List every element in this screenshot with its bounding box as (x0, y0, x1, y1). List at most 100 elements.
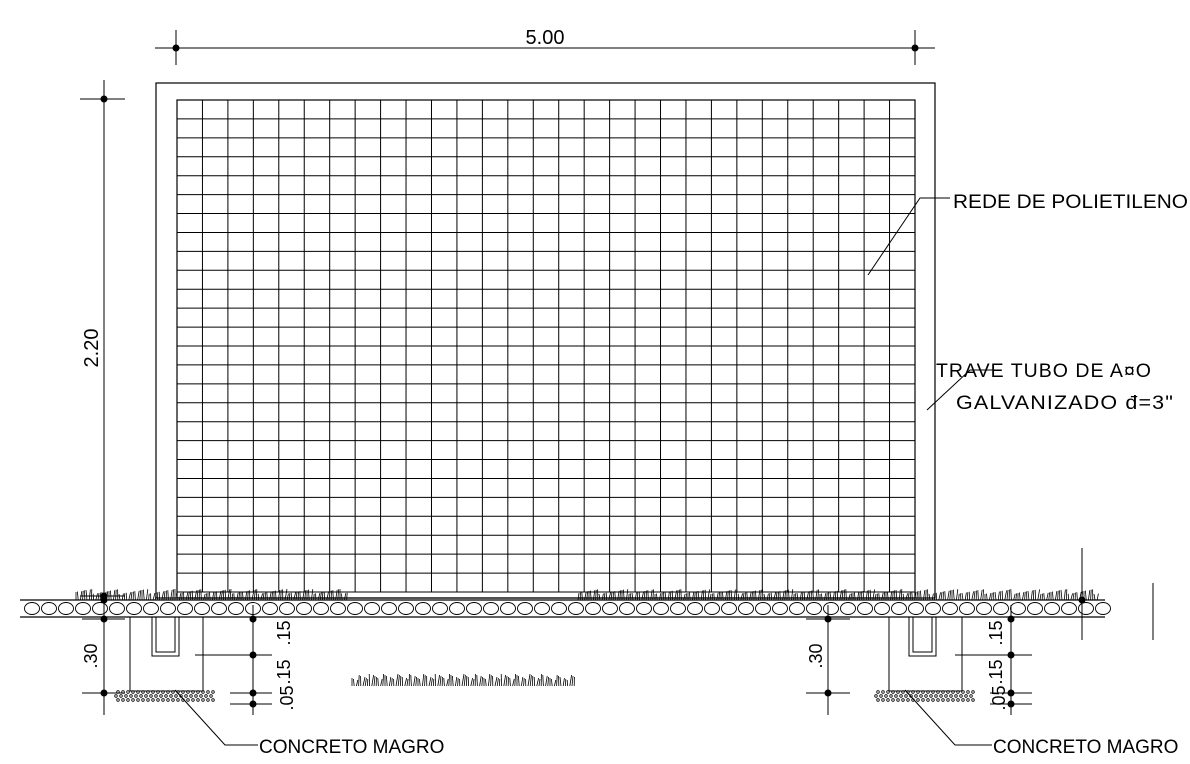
grass-blade (667, 591, 670, 601)
ground-stone (568, 602, 584, 615)
grass-blade (311, 589, 314, 601)
grass-blade (1093, 593, 1096, 601)
grass-blade (782, 590, 785, 601)
grass-blade (751, 591, 753, 601)
gravel-dot (951, 698, 955, 702)
crossbar-label-line2: GALVANIZADO đ=3" (956, 393, 1174, 414)
gravel-dot (941, 698, 945, 702)
grass-blade (991, 592, 993, 601)
ground-stone (109, 602, 125, 615)
gravel-dot (129, 694, 133, 698)
grass-blade (593, 590, 596, 601)
gravel-dot (891, 690, 895, 694)
grass-blade (146, 589, 149, 601)
gravel-dot (154, 694, 158, 698)
gravel-dot (901, 698, 905, 702)
goal-frame (155, 82, 936, 599)
grass-blade (521, 676, 524, 687)
gravel-dot (961, 690, 965, 694)
grass-blade (1090, 589, 1092, 601)
grass-blade (1057, 590, 1059, 601)
grass-blade (353, 678, 355, 687)
dimension-tick (249, 700, 257, 708)
grass-blade (167, 590, 169, 601)
grass-blade (341, 593, 343, 601)
gravel-dot (886, 698, 890, 702)
grass-blade (628, 593, 630, 601)
grass-blade (85, 589, 88, 601)
gravel-dot (936, 698, 940, 702)
grass-blade (547, 676, 549, 687)
dimension-tick (1007, 689, 1015, 697)
ground-stone (738, 602, 754, 615)
gravel-dot (934, 694, 938, 698)
grass-blade (839, 590, 842, 601)
grass-blade (386, 675, 388, 687)
grass-blade (697, 590, 700, 601)
grass-blade (763, 593, 766, 601)
grass-blade (187, 591, 190, 601)
grass-blade (503, 674, 506, 687)
gravel-dot (121, 698, 125, 702)
gravel-dot (141, 690, 145, 694)
grass-blade (779, 591, 781, 601)
ground-stone (942, 602, 958, 615)
ground-stone (585, 602, 601, 615)
crossbar-label-line1: TRAVE TUBO DE A¤O (936, 361, 1152, 382)
grass-blade (845, 589, 847, 601)
ground-stone (908, 602, 924, 615)
ground-stone (857, 602, 873, 615)
dimension-tick (100, 596, 108, 604)
grass-blade (422, 673, 425, 687)
grass-blade (1046, 592, 1049, 601)
gravel-dot (196, 690, 200, 694)
ground-stone (92, 602, 108, 615)
gravel-dot (946, 690, 950, 694)
gravel-dot (929, 694, 933, 698)
grass-blade (443, 677, 445, 687)
ground-stone (500, 602, 516, 615)
grass-blade (740, 593, 743, 601)
grass-blade (617, 590, 620, 601)
ground-stone (211, 602, 227, 615)
gravel-dot (194, 694, 198, 698)
grass-blade (496, 677, 499, 687)
grass-blade (200, 589, 202, 601)
grass-blade (205, 593, 207, 601)
dimension-tick (100, 689, 108, 697)
grass-blade (883, 592, 885, 601)
grass-blade (344, 593, 347, 601)
gravel-dot (191, 698, 195, 702)
gravel-dot (971, 690, 975, 694)
gravel-dot (956, 690, 960, 694)
grass-blade (614, 591, 616, 601)
grass-blade (389, 676, 392, 687)
grass-blade (707, 589, 710, 601)
grass-blade (659, 593, 662, 601)
grass-blade (949, 590, 951, 601)
concrete-label-left: CONCRETO MAGRO (259, 737, 444, 758)
grass-blade (931, 593, 934, 601)
gravel-dot (966, 698, 970, 702)
grass-blade (163, 590, 166, 601)
gravel-dot (206, 698, 210, 702)
grass-blade (406, 678, 409, 687)
grass-blade (634, 592, 637, 601)
ground-stone (313, 602, 329, 615)
grass-blade (509, 677, 511, 687)
grass-blade (95, 593, 98, 601)
leader-net (867, 197, 950, 276)
grass-blade (1055, 591, 1058, 601)
gravel-dot (124, 694, 128, 698)
dimension-tick (1007, 615, 1015, 623)
grass-blade (332, 590, 334, 601)
grass-blade (419, 678, 421, 687)
grass-blade (446, 678, 449, 687)
ground-stone (789, 602, 805, 615)
grass-blade (806, 591, 809, 601)
leader-crossbar (926, 369, 1000, 411)
grass-blade (571, 675, 574, 687)
grass-blade (997, 591, 1000, 601)
grass-blade (661, 592, 663, 601)
grass-blade (529, 674, 532, 687)
